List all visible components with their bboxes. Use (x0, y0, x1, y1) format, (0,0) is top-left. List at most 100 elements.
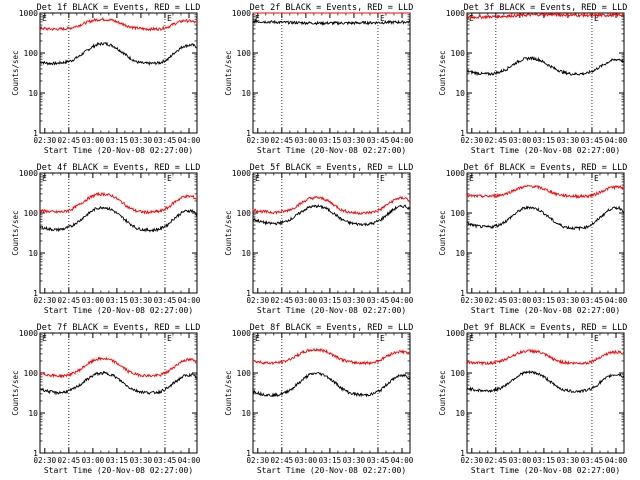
panel-title: Det 8f BLACK = Events, RED = LLD (250, 323, 414, 333)
plot-frame (252, 332, 411, 454)
y-tick-label: 100 (451, 369, 466, 378)
x-tick-label: 02:30 (34, 456, 57, 465)
x-tick-label: 02:30 (247, 296, 270, 305)
panel-title: Det 9f BLACK = Events, RED = LLD (464, 323, 628, 333)
series-lld-line (39, 356, 198, 379)
plot-frame (39, 12, 198, 134)
x-tick-label: 04:00 (605, 136, 628, 145)
x-tick-label: 04:00 (391, 136, 414, 145)
marker-e-left: E (42, 334, 47, 343)
x-axis-label: Start Time (20-Nov-08 02:27:00) (471, 146, 620, 155)
x-tick-label: 03:45 (367, 296, 390, 305)
series-events-line (252, 372, 411, 398)
x-tick-label: 03:15 (533, 456, 556, 465)
x-tick-label: 04:00 (605, 296, 628, 305)
y-tick-label: 100 (237, 49, 252, 58)
x-tick-label: 02:45 (485, 296, 508, 305)
y-tick-label: 1 (460, 449, 465, 458)
x-tick-label: 03:00 (82, 296, 105, 305)
x-tick-label: 03:30 (343, 296, 366, 305)
series-events-line (466, 56, 625, 77)
plot-frame (252, 172, 411, 294)
y-axis-label: Counts/sec (11, 210, 20, 255)
series-events-line (252, 19, 411, 27)
x-tick-label: 04:00 (391, 456, 414, 465)
x-tick-label: 02:45 (271, 456, 294, 465)
x-tick-label: 03:30 (343, 456, 366, 465)
x-tick-label: 04:00 (178, 296, 201, 305)
y-tick-label: 1000 (446, 329, 465, 338)
y-tick-label: 10 (241, 249, 251, 258)
x-tick-label: 03:00 (82, 456, 105, 465)
marker-e-right: E (167, 14, 172, 23)
x-tick-label: 03:15 (533, 136, 556, 145)
y-axis-label: Counts/sec (438, 50, 447, 95)
x-axis-label: Start Time (20-Nov-08 02:27:00) (44, 306, 193, 315)
x-tick-label: 03:30 (130, 456, 153, 465)
y-axis-label: Counts/sec (224, 210, 233, 255)
x-tick-label: 02:45 (58, 136, 81, 145)
series-events-line (39, 41, 198, 66)
y-tick-label: 10 (241, 89, 251, 98)
series-events-line (466, 369, 625, 394)
marker-e-left: E (469, 334, 474, 343)
x-tick-label: 02:30 (461, 296, 484, 305)
x-tick-label: 03:15 (319, 456, 342, 465)
x-tick-label: 03:30 (557, 136, 580, 145)
x-tick-label: 03:45 (581, 136, 604, 145)
series-lld-line (252, 347, 411, 366)
x-tick-label: 02:45 (58, 296, 81, 305)
series-lld-line (39, 16, 198, 32)
x-tick-label: 03:45 (581, 296, 604, 305)
series-events-line (252, 203, 411, 227)
y-tick-label: 100 (24, 369, 39, 378)
x-tick-label: 03:15 (106, 456, 129, 465)
x-tick-label: 03:45 (154, 296, 177, 305)
marker-e-left: E (255, 174, 260, 183)
x-tick-label: 03:45 (154, 136, 177, 145)
x-axis-label: Start Time (20-Nov-08 02:27:00) (44, 466, 193, 475)
y-axis-label: Counts/sec (11, 370, 20, 415)
y-tick-label: 10 (28, 89, 38, 98)
y-tick-label: 10 (28, 409, 38, 418)
y-tick-label: 1000 (232, 329, 251, 338)
y-tick-label: 1 (246, 129, 251, 138)
y-axis-label: Counts/sec (224, 50, 233, 95)
marker-e-right: E (594, 14, 599, 23)
x-tick-label: 03:00 (295, 136, 318, 145)
y-tick-label: 100 (451, 49, 466, 58)
series-events-line (466, 205, 625, 232)
x-tick-label: 04:00 (178, 136, 201, 145)
x-tick-label: 02:45 (485, 136, 508, 145)
plot-frame (39, 332, 198, 454)
x-tick-label: 03:45 (367, 456, 390, 465)
y-tick-label: 100 (24, 49, 39, 58)
marker-e-left: E (255, 14, 260, 23)
marker-e-right: E (594, 174, 599, 183)
y-tick-label: 1 (246, 449, 251, 458)
series-lld-line (466, 12, 625, 20)
x-tick-label: 03:30 (130, 136, 153, 145)
plot-frame (466, 332, 625, 454)
y-tick-label: 100 (24, 209, 39, 218)
series-events-line (39, 370, 198, 396)
panel-title: Det 7f BLACK = Events, RED = LLD (37, 323, 201, 333)
y-tick-label: 1000 (19, 9, 38, 18)
marker-e-right: E (380, 174, 385, 183)
y-tick-label: 10 (28, 249, 38, 258)
y-tick-label: 10 (241, 409, 251, 418)
x-axis-label: Start Time (20-Nov-08 02:27:00) (471, 466, 620, 475)
y-tick-label: 1 (460, 129, 465, 138)
y-tick-label: 100 (237, 369, 252, 378)
marker-e-left: E (42, 14, 47, 23)
marker-e-left: E (255, 334, 260, 343)
